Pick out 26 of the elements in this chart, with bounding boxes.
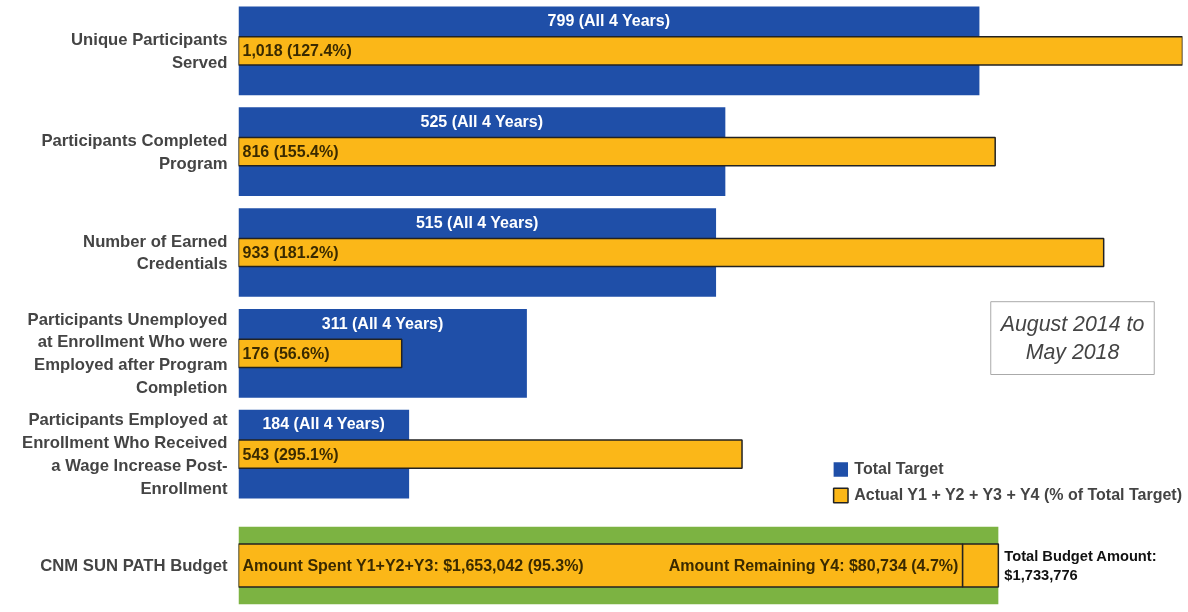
y-tick-label: Number of Earned Credentials bbox=[83, 231, 228, 274]
bar bbox=[238, 36, 1183, 66]
data-label: Amount Remaining Y4: $80,734 (4.7%) bbox=[668, 557, 959, 574]
y-tick-label: Unique Participants Served bbox=[71, 30, 228, 72]
data-label: 525 (All 4 Years) bbox=[420, 112, 543, 130]
y-tick-label: Participants Completed Program bbox=[41, 130, 228, 173]
data-label: 799 (All 4 Years) bbox=[547, 12, 671, 30]
band-label: Total Budget Amount: $1,733,776 bbox=[1004, 547, 1157, 584]
y-tick-label: Participants Employed at Enrollment Who Received a Wage Increase Post-Enrollment bbox=[22, 410, 228, 498]
data-label: 515 (All 4 Years) bbox=[415, 213, 539, 231]
data-label: 176 (56.6%) bbox=[242, 344, 330, 362]
bar bbox=[238, 439, 743, 469]
bar bbox=[238, 237, 1105, 268]
data-label: 543 (295.1%) bbox=[242, 445, 339, 463]
data-label: 933 (181.2%) bbox=[242, 244, 339, 261]
data-label: 816 (155.4%) bbox=[242, 143, 339, 161]
data-label: 184 (All 4 Years) bbox=[262, 415, 385, 433]
legend-label: Total Target bbox=[854, 460, 944, 478]
bar bbox=[238, 136, 996, 167]
y-tick-label: Participants Unemployed at Enrollment Who were Employed after Program Completion bbox=[27, 309, 228, 397]
y-tick-label: CNM SUN PATH Budget bbox=[40, 556, 228, 575]
annotation: August 2014 to May 2018 bbox=[998, 311, 1145, 365]
data-label: 1,018 (127.4%) bbox=[242, 42, 352, 60]
data-label: Amount Spent Y1+Y2+Y3: $1,653,042 (95.3%) bbox=[242, 557, 584, 574]
data-label: 311 (All 4 Years) bbox=[321, 314, 444, 332]
legend-label: Actual Y1 + Y2 + Y3 + Y4 (% of Total Target) bbox=[854, 486, 1182, 504]
